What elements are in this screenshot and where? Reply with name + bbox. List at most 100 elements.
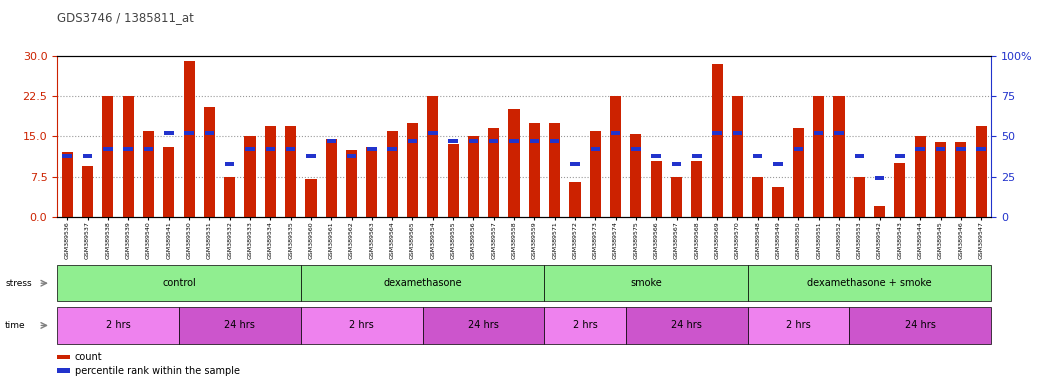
Bar — [875, 176, 884, 180]
Bar — [712, 131, 721, 135]
Text: 24 hrs: 24 hrs — [672, 320, 702, 331]
Bar — [185, 131, 194, 135]
Bar — [652, 154, 661, 158]
Bar — [203, 107, 215, 217]
Bar — [691, 161, 703, 217]
Bar — [103, 96, 113, 217]
Bar — [428, 96, 438, 217]
Bar — [550, 139, 559, 143]
Bar — [732, 96, 743, 217]
Text: dexamethasone + smoke: dexamethasone + smoke — [808, 278, 932, 288]
Bar — [955, 142, 966, 217]
Bar — [447, 144, 459, 217]
Bar — [631, 147, 640, 151]
Bar — [62, 154, 72, 158]
Text: 2 hrs: 2 hrs — [786, 320, 811, 331]
Bar — [305, 179, 317, 217]
Bar — [469, 139, 479, 143]
Bar — [794, 147, 803, 151]
Bar — [510, 139, 519, 143]
Bar — [306, 154, 316, 158]
Bar — [428, 131, 438, 135]
Text: 24 hrs: 24 hrs — [905, 320, 935, 331]
Bar — [977, 147, 986, 151]
Text: 2 hrs: 2 hrs — [573, 320, 598, 331]
Bar — [570, 182, 580, 217]
Bar — [692, 154, 702, 158]
Bar — [122, 96, 134, 217]
Bar — [143, 147, 154, 151]
Bar — [753, 154, 763, 158]
Bar — [285, 126, 296, 217]
Bar — [570, 162, 579, 166]
Bar — [956, 147, 965, 151]
Bar — [143, 131, 154, 217]
Bar — [408, 139, 417, 143]
Bar — [346, 150, 357, 217]
Bar — [671, 177, 682, 217]
Bar — [265, 126, 276, 217]
Bar — [61, 152, 73, 217]
Bar — [387, 147, 397, 151]
Bar — [244, 136, 255, 217]
Bar — [711, 64, 722, 217]
Text: count: count — [75, 352, 103, 362]
Bar — [936, 147, 946, 151]
Bar — [83, 154, 92, 158]
Bar — [590, 131, 601, 217]
Bar — [976, 126, 987, 217]
Bar — [266, 147, 275, 151]
Bar — [204, 131, 214, 135]
Bar — [914, 136, 926, 217]
Bar — [468, 136, 479, 217]
Bar — [895, 163, 905, 217]
Bar — [733, 131, 742, 135]
Bar — [366, 147, 378, 217]
Bar — [549, 123, 561, 217]
Bar — [184, 61, 195, 217]
Bar — [835, 131, 844, 135]
Text: time: time — [5, 321, 26, 330]
Bar — [82, 166, 93, 217]
Bar — [793, 128, 804, 217]
Bar — [224, 177, 236, 217]
Bar — [753, 177, 763, 217]
Text: 2 hrs: 2 hrs — [350, 320, 374, 331]
Text: 24 hrs: 24 hrs — [224, 320, 255, 331]
Bar — [327, 139, 336, 143]
Bar — [610, 96, 621, 217]
Bar — [773, 162, 783, 166]
Text: 24 hrs: 24 hrs — [468, 320, 499, 331]
Bar — [630, 134, 641, 217]
Bar — [834, 96, 845, 217]
Text: stress: stress — [5, 279, 32, 288]
Text: dexamethasone: dexamethasone — [383, 278, 462, 288]
Bar — [448, 139, 458, 143]
Bar — [285, 147, 296, 151]
Bar — [672, 162, 681, 166]
Text: GDS3746 / 1385811_at: GDS3746 / 1385811_at — [57, 12, 194, 25]
Bar — [347, 154, 356, 158]
Bar — [103, 147, 112, 151]
Bar — [916, 147, 925, 151]
Bar — [529, 139, 539, 143]
Bar — [813, 96, 824, 217]
Bar — [124, 147, 133, 151]
Text: control: control — [162, 278, 196, 288]
Bar — [610, 131, 621, 135]
Bar — [489, 139, 498, 143]
Text: percentile rank within the sample: percentile rank within the sample — [75, 366, 240, 376]
Bar — [528, 123, 540, 217]
Bar — [225, 162, 235, 166]
Bar — [854, 154, 864, 158]
Bar — [163, 147, 174, 217]
Bar — [386, 131, 398, 217]
Bar — [772, 187, 784, 217]
Bar — [367, 147, 377, 151]
Bar — [488, 128, 499, 217]
Bar — [509, 109, 520, 217]
Bar — [245, 147, 254, 151]
Bar — [164, 131, 173, 135]
Bar — [407, 123, 418, 217]
Bar — [814, 131, 823, 135]
